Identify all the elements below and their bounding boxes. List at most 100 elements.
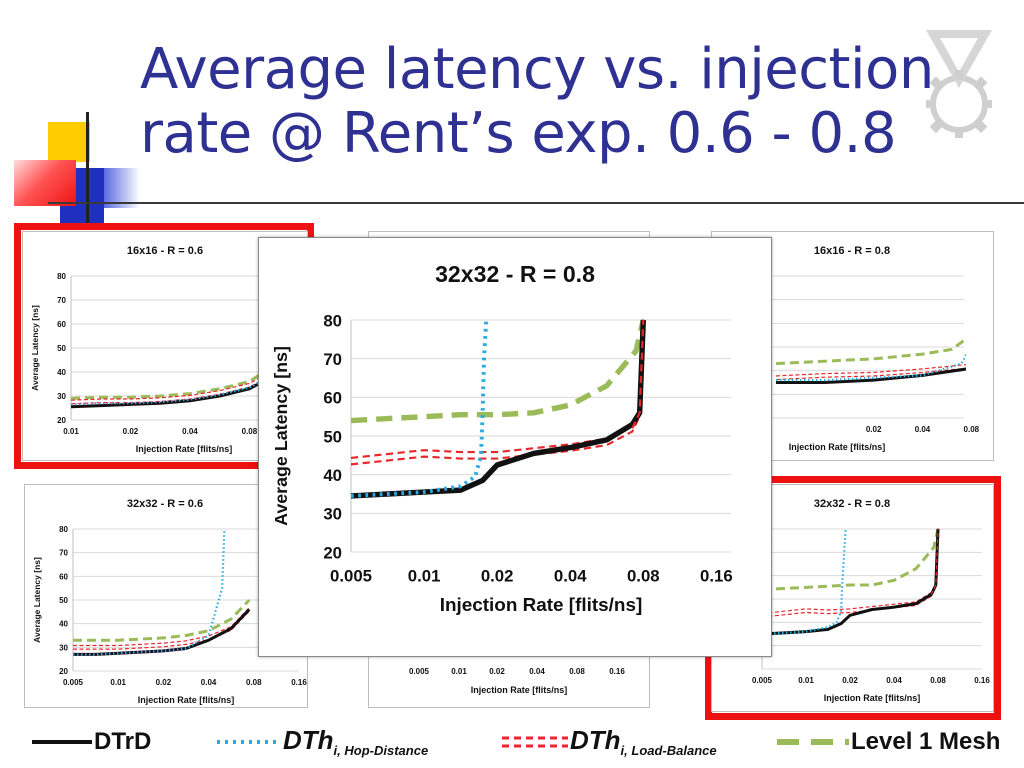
legend-label-hop-distance: DThi, Hop-Distance <box>283 725 429 759</box>
x-tick-label: 0.005 <box>330 566 372 585</box>
series-line-dth-i-load-balance <box>350 323 645 466</box>
y-tick-label: 50 <box>59 596 68 605</box>
gear-logo-icon <box>926 30 992 138</box>
series-line-dth-i-load-balance <box>70 361 280 405</box>
x-tick-label: 0.01 <box>63 427 79 436</box>
x-tick-label: 0.01 <box>110 678 126 687</box>
y-tick-label: 40 <box>323 466 342 485</box>
y-tick-label: 40 <box>59 620 68 629</box>
series-line-dth-i-load-balance <box>761 527 939 615</box>
x-tick-label: 0.02 <box>866 425 882 434</box>
x-tick-label: 0.04 <box>182 427 198 436</box>
x-axis-label: Injection Rate [flits/ns] <box>471 685 568 695</box>
series-line-level-1-mesh <box>73 598 251 642</box>
y-tick-label: 70 <box>57 296 66 305</box>
x-tick-label: 0.08 <box>930 676 946 685</box>
x-tick-label: 0.01 <box>451 667 467 676</box>
x-tick-label: 0.08 <box>627 566 660 585</box>
chart-title: 32x32 - R = 0.8 <box>814 498 890 510</box>
y-tick-label: 60 <box>59 572 68 581</box>
chart-title: 16x16 - R = 0.6 <box>127 245 203 257</box>
slide-title-line-2: rate @ Rent’s exp. 0.6 - 0.8 <box>140 101 897 166</box>
y-tick-label: 30 <box>323 505 342 524</box>
legend-item-mesh: Level 1 Mesh <box>775 724 1000 760</box>
y-tick-label: 80 <box>59 525 68 534</box>
series-line-dth-i-load-balance <box>350 318 645 459</box>
x-tick-label: 0.16 <box>609 667 625 676</box>
series-line-level-1-mesh <box>70 351 281 400</box>
series-line-dth-i-hop-distance <box>775 352 966 382</box>
x-tick-label: 0.01 <box>798 676 814 685</box>
chart-title: 32x32 - R = 0.8 <box>435 261 595 287</box>
series-line-dtrd <box>761 528 940 636</box>
series-line-dth-i-load-balance <box>73 607 250 647</box>
y-axis-label: Average Latency [ns] <box>32 557 42 643</box>
y-tick-label: 60 <box>57 320 66 329</box>
y-tick-label: 20 <box>323 543 342 562</box>
decor-yellow-square <box>48 122 90 162</box>
x-tick-label: 0.04 <box>529 667 545 676</box>
legend-swatch-load-balance <box>502 736 568 748</box>
legend-item-dtrd: DTrD <box>30 724 151 760</box>
chart-32x32-r08-small: 32x32 - R = 0.8 0.005 0.01 0.02 0.04 0.08 0.16… <box>752 498 990 703</box>
x-tick-label: 0.02 <box>481 566 514 585</box>
y-tick-label: 70 <box>59 549 68 558</box>
y-tick-label: 50 <box>323 427 342 446</box>
series-line-level-1-mesh <box>350 319 646 424</box>
y-tick-label: 80 <box>323 311 342 330</box>
series-line-dth-i-hop-distance <box>73 528 226 656</box>
x-tick-label: 0.005 <box>409 667 430 676</box>
series-line-dth-i-load-balance <box>775 364 966 377</box>
x-tick-label: 0.08 <box>964 425 980 434</box>
y-tick-label: 50 <box>57 344 66 353</box>
decor-vertical-line <box>86 112 89 224</box>
chart-32x32-r08-zoom: 32x32 - R = 0.8 20 30 40 50 60 70 80 0.005 0.01 0.… <box>271 261 733 616</box>
legend-label-mesh: Level 1 Mesh <box>851 728 1001 755</box>
series-line-dtrd <box>350 319 647 499</box>
x-axis-label: Injection Rate [flits/ns] <box>440 595 643 616</box>
legend-swatch-dtrd <box>32 740 92 744</box>
x-tick-label: 0.16 <box>974 676 990 685</box>
x-tick-label: 0.02 <box>156 678 172 687</box>
y-tick-label: 30 <box>59 643 68 652</box>
x-tick-label: 0.01 <box>408 566 441 585</box>
x-tick-label: 0.08 <box>246 678 262 687</box>
series-line-dth-i-hop-distance <box>761 528 847 636</box>
y-tick-label: 80 <box>57 272 66 281</box>
y-axis-label: Average Latency [ns] <box>30 305 40 391</box>
x-axis-label: Injection Rate [flits/ns] <box>138 695 235 705</box>
legend-label-dtrd: DTrD <box>94 728 152 755</box>
legend-label-load-balance: DThi, Load-Balance <box>570 725 717 759</box>
x-tick-label: 0.005 <box>63 678 84 687</box>
x-tick-label: 0.04 <box>201 678 217 687</box>
x-tick-label: 0.02 <box>489 667 505 676</box>
series-line-load-balance-overlay <box>930 528 939 595</box>
series-line-load-balance-overlay <box>631 319 645 429</box>
x-tick-label: 0.005 <box>752 676 773 685</box>
legend-swatch-mesh <box>777 739 849 745</box>
series-line-dth-i-load-balance <box>70 357 280 401</box>
legend-item-load-balance: DThi, Load-Balance <box>500 724 717 760</box>
y-tick-label: 70 <box>323 350 342 369</box>
chart-panel-32x32-r08-zoom: 32x32 - R = 0.8 20 30 40 50 60 70 80 0.005 0.01 0.… <box>258 237 772 657</box>
y-tick-label: 20 <box>57 416 66 425</box>
x-tick-label: 0.16 <box>700 566 733 585</box>
chart-16x16-r06: 16x16 - R = 0.6 20 30 40 50 60 70 80 0.01 0.02 0.0… <box>30 245 297 454</box>
x-tick-label: 0.04 <box>915 425 931 434</box>
x-tick-label: 0.04 <box>886 676 902 685</box>
series-line-level-1-mesh <box>775 337 966 366</box>
chart-hidden-axis: 0.005 0.01 0.02 0.04 0.08 0.16 Injection Rate … <box>409 667 625 695</box>
chart-title: 16x16 - R = 0.8 <box>814 245 890 257</box>
x-tick-label: 0.16 <box>291 678 307 687</box>
y-axis-label: Average Latency [ns] <box>271 346 291 526</box>
x-tick-label: 0.02 <box>123 427 139 436</box>
x-axis-label: Injection Rate [flits/ns] <box>789 442 886 452</box>
chart-legend: DTrD DThi, Hop-Distance DThi, Load-Balan… <box>20 724 1010 760</box>
legend-swatch-hop-distance <box>217 740 281 744</box>
legend-item-hop-distance: DThi, Hop-Distance <box>215 724 428 760</box>
series-line-dtrd <box>775 367 966 384</box>
slide-title: Average latency vs. injection rate @ Ren… <box>140 38 940 166</box>
x-axis-label: Injection Rate [flits/ns] <box>824 693 921 703</box>
x-tick-label: 0.08 <box>569 667 585 676</box>
series-line-dth-i-load-balance <box>775 367 966 381</box>
